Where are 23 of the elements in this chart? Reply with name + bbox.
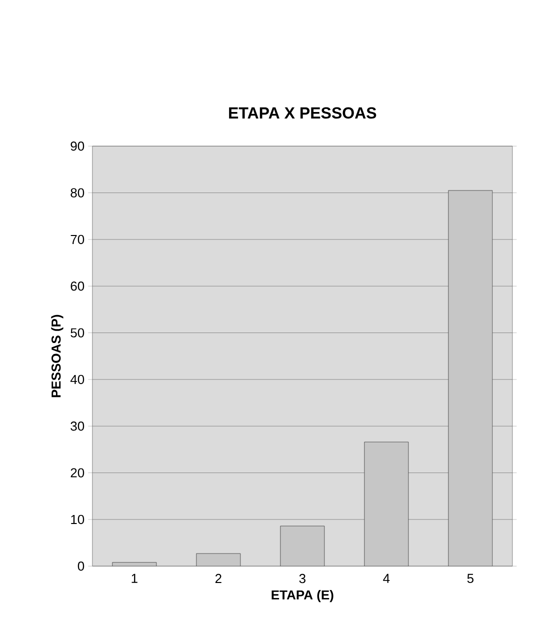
bar <box>364 442 409 566</box>
x-tick-label: 2 <box>215 574 222 584</box>
bar <box>280 526 325 566</box>
y-tick-label: 30 <box>70 422 84 431</box>
x-tick-label: 4 <box>383 574 390 583</box>
y-tick-label: 50 <box>70 328 84 338</box>
y-tick-label: 40 <box>70 374 84 384</box>
y-tick-label: 70 <box>70 234 84 244</box>
bar <box>196 553 241 566</box>
y-tick-label: 80 <box>70 188 84 198</box>
y-tick-label: 90 <box>70 142 84 151</box>
chart-title: ETAPA X PESSOAS <box>229 107 376 119</box>
x-tick-label: 1 <box>132 574 138 583</box>
y-tick-label: 10 <box>71 514 84 524</box>
bar <box>448 190 493 566</box>
x-axis-title: ETAPA (E) <box>272 590 334 602</box>
y-tick-label: 60 <box>70 282 84 291</box>
x-tick-label: 5 <box>467 574 474 584</box>
x-tick-label: 3 <box>299 574 306 584</box>
bar <box>112 562 157 566</box>
y-tick-label: 20 <box>70 468 84 478</box>
y-axis-title: PESSOAS (P) <box>51 314 64 398</box>
y-tick-label: 0 <box>78 562 84 571</box>
